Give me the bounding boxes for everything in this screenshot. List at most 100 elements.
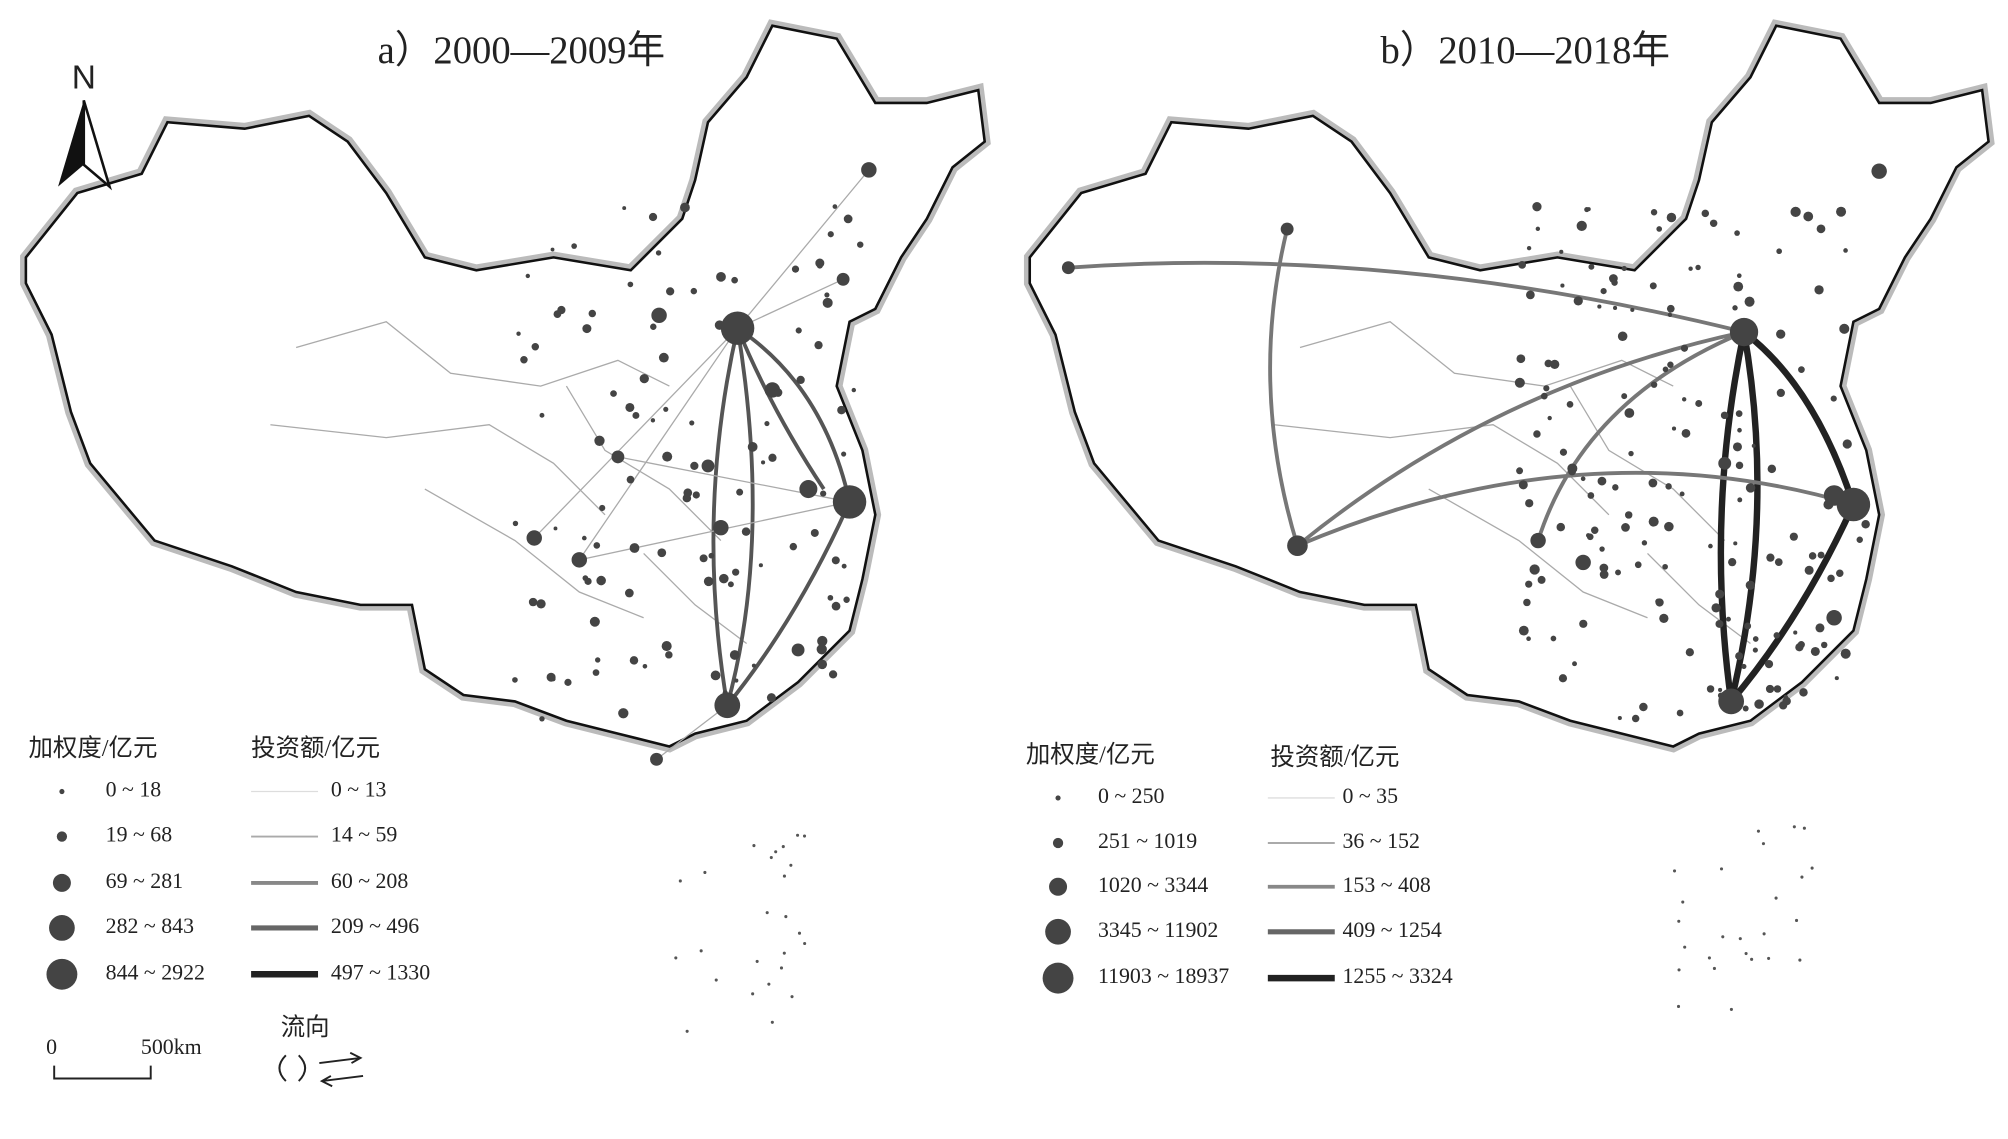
north-label: N [72, 60, 96, 97]
minor-node [1735, 461, 1744, 470]
island [1792, 825, 1796, 829]
minor-node [1737, 427, 1742, 433]
legend-label: 36 ~ 152 [1342, 829, 1419, 853]
minor-node [1803, 211, 1814, 222]
minor-node [1741, 663, 1747, 669]
minor-node [761, 460, 766, 465]
minor-node [689, 420, 695, 426]
minor-node [1659, 613, 1669, 624]
minor-node [657, 548, 667, 558]
minor-node [594, 657, 601, 663]
legend-node-symbol [46, 958, 78, 990]
minor-node [582, 575, 589, 581]
minor-node [699, 554, 708, 563]
minor-node [843, 596, 850, 603]
minor-node [1733, 541, 1738, 546]
north-arrow [58, 100, 84, 187]
minor-node [1631, 714, 1640, 723]
minor-node [766, 693, 776, 703]
minor-node [1558, 674, 1568, 683]
minor-node [1836, 569, 1844, 577]
minor-node [1580, 476, 1586, 482]
minor-nodes [1514, 202, 1870, 1011]
minor-node [1540, 392, 1548, 400]
legend-label: 0 ~ 13 [331, 778, 387, 802]
minor-node [1744, 622, 1752, 630]
minor-node [1798, 366, 1805, 373]
scale-label: 0 [46, 1035, 57, 1059]
island [1681, 900, 1685, 904]
minor-node [539, 412, 545, 418]
minor-node [1681, 397, 1687, 402]
minor-node [791, 265, 800, 273]
minor-node [1537, 575, 1546, 584]
minor-node [732, 568, 740, 576]
province-borders [270, 321, 747, 645]
island [1794, 918, 1799, 923]
minor-node [1795, 643, 1804, 652]
minor-node [1649, 282, 1657, 290]
island [1683, 945, 1687, 949]
legend-node-symbol [59, 788, 65, 795]
minor-node [1516, 354, 1526, 364]
minor-node [642, 663, 648, 669]
legend-node-symbol [1055, 795, 1061, 801]
minor-node [1666, 212, 1677, 223]
island [1676, 1004, 1681, 1008]
minor-node [1618, 333, 1627, 341]
minor-node [1773, 685, 1782, 693]
minor-node [817, 635, 828, 647]
island [678, 879, 682, 883]
minor-node [747, 441, 758, 452]
minor-node [1566, 401, 1574, 408]
minor-node [1834, 676, 1839, 681]
minor-node [714, 320, 725, 330]
minor-node [1751, 443, 1756, 448]
minor-node [1573, 296, 1583, 306]
minor-node [822, 297, 833, 308]
minor-node [1736, 273, 1742, 278]
island [1767, 956, 1771, 960]
minor-node [1732, 442, 1742, 452]
island [1761, 842, 1766, 846]
minor-node [525, 273, 530, 279]
minor-node [1808, 552, 1817, 560]
minor-node [1840, 648, 1851, 659]
minor-node [1550, 635, 1557, 642]
minor-node [1709, 219, 1718, 228]
minor-node [831, 601, 841, 611]
island [765, 911, 769, 915]
legend-title: 加权度/亿元 [1026, 740, 1155, 768]
scale-bar [53, 1065, 152, 1080]
minor-node [1543, 385, 1550, 392]
minor-node [546, 672, 556, 682]
minor-node [1779, 701, 1788, 710]
minor-node [610, 390, 617, 397]
island [1810, 866, 1814, 870]
minor-node [1532, 202, 1542, 212]
province-borders [1274, 321, 1751, 645]
minor-node [629, 543, 640, 553]
minor-node [768, 453, 777, 462]
minor-node [1667, 361, 1674, 368]
minor-node [1525, 499, 1534, 508]
minor-node [789, 542, 798, 551]
panel-title: b）2010—2018年 [1380, 29, 1670, 72]
minor-node [751, 663, 756, 668]
minor-node [1648, 516, 1659, 527]
minor-node [843, 214, 853, 224]
minor-node [832, 204, 838, 209]
island [1802, 826, 1806, 830]
minor-node [594, 435, 605, 446]
minor-node [588, 309, 597, 318]
minor-node [1518, 480, 1528, 490]
minor-node [1526, 636, 1531, 642]
minor-node [1624, 511, 1633, 519]
legend-label: 11903 ~ 18937 [1098, 964, 1229, 988]
minor-node [1523, 598, 1531, 607]
minor-node [1600, 288, 1607, 295]
legend-node-symbol [56, 831, 68, 842]
minor-node [1617, 715, 1622, 721]
minor-node [1628, 450, 1634, 457]
minor-node [512, 677, 518, 683]
